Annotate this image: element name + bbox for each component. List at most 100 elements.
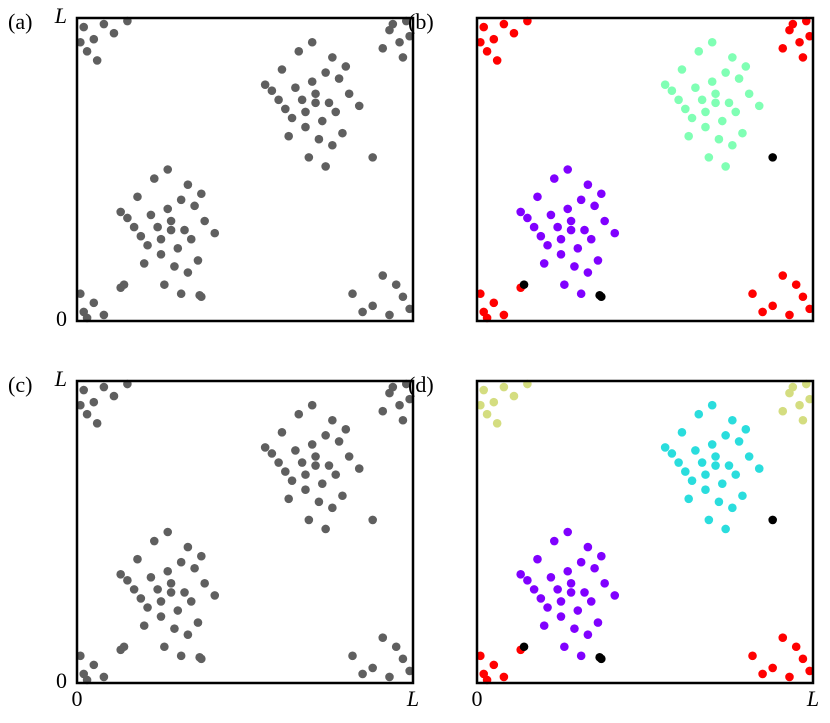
point <box>566 216 576 226</box>
point <box>170 624 179 633</box>
point <box>297 95 307 105</box>
point <box>684 131 693 141</box>
point <box>398 654 408 664</box>
point <box>482 409 492 419</box>
point <box>149 174 159 183</box>
point <box>482 47 492 56</box>
point <box>595 653 604 662</box>
point <box>260 443 270 452</box>
point <box>311 89 320 99</box>
point <box>173 243 183 253</box>
point <box>79 22 89 32</box>
point <box>660 443 670 452</box>
point <box>398 53 408 62</box>
point <box>583 268 593 277</box>
point <box>82 409 92 419</box>
point <box>707 400 717 410</box>
point <box>583 630 593 639</box>
point <box>798 53 808 62</box>
point <box>738 491 747 501</box>
point <box>99 310 109 320</box>
point <box>156 597 166 606</box>
point <box>183 180 193 189</box>
point <box>597 551 606 561</box>
point <box>176 651 186 661</box>
point <box>301 485 310 495</box>
point <box>556 597 566 606</box>
point <box>509 391 519 401</box>
point <box>391 642 401 652</box>
point <box>707 440 717 449</box>
point <box>489 397 499 407</box>
point <box>89 660 99 670</box>
point <box>156 612 166 621</box>
point <box>738 128 747 138</box>
point <box>210 591 220 600</box>
point <box>321 162 330 171</box>
point <box>348 651 357 661</box>
point <box>160 280 169 289</box>
point <box>549 174 559 183</box>
point <box>338 491 347 501</box>
point <box>294 47 304 56</box>
point <box>717 116 727 126</box>
point <box>479 385 489 395</box>
point <box>139 621 149 630</box>
point <box>183 268 193 277</box>
point <box>304 153 314 162</box>
point <box>297 458 307 467</box>
point <box>180 588 189 597</box>
point <box>136 594 146 603</box>
point <box>307 400 317 410</box>
point <box>89 298 99 308</box>
point <box>744 89 754 99</box>
point <box>701 122 710 132</box>
point <box>560 642 569 652</box>
point <box>368 515 377 525</box>
point <box>99 382 109 392</box>
point <box>707 77 717 86</box>
panel-label: (c) <box>8 372 32 397</box>
point <box>580 225 589 235</box>
point <box>153 222 162 232</box>
point <box>492 418 502 428</box>
point <box>489 34 499 44</box>
point <box>529 585 539 594</box>
point <box>499 382 509 392</box>
point <box>368 153 377 162</box>
point <box>701 485 710 495</box>
point <box>519 280 529 289</box>
point <box>166 216 176 226</box>
point <box>338 128 347 138</box>
point <box>593 618 603 627</box>
point <box>556 612 566 621</box>
point <box>573 243 583 253</box>
point <box>173 606 183 615</box>
point <box>728 140 737 150</box>
point <box>546 573 556 582</box>
point <box>681 467 690 476</box>
point <box>546 210 556 220</box>
point <box>711 452 720 461</box>
point <box>136 231 146 241</box>
point <box>321 524 330 534</box>
point <box>536 594 546 603</box>
point <box>785 310 794 320</box>
point <box>146 573 156 582</box>
point <box>798 654 808 664</box>
point <box>170 262 179 271</box>
point <box>153 585 162 594</box>
point <box>193 256 203 265</box>
point <box>768 663 777 673</box>
point <box>573 606 583 615</box>
y-tick-label: 0 <box>56 306 67 331</box>
point <box>489 298 499 308</box>
point <box>590 563 599 573</box>
point <box>728 503 737 513</box>
point <box>576 557 586 567</box>
point <box>778 44 788 53</box>
point <box>180 225 189 235</box>
point <box>197 551 206 561</box>
point <box>119 280 129 289</box>
